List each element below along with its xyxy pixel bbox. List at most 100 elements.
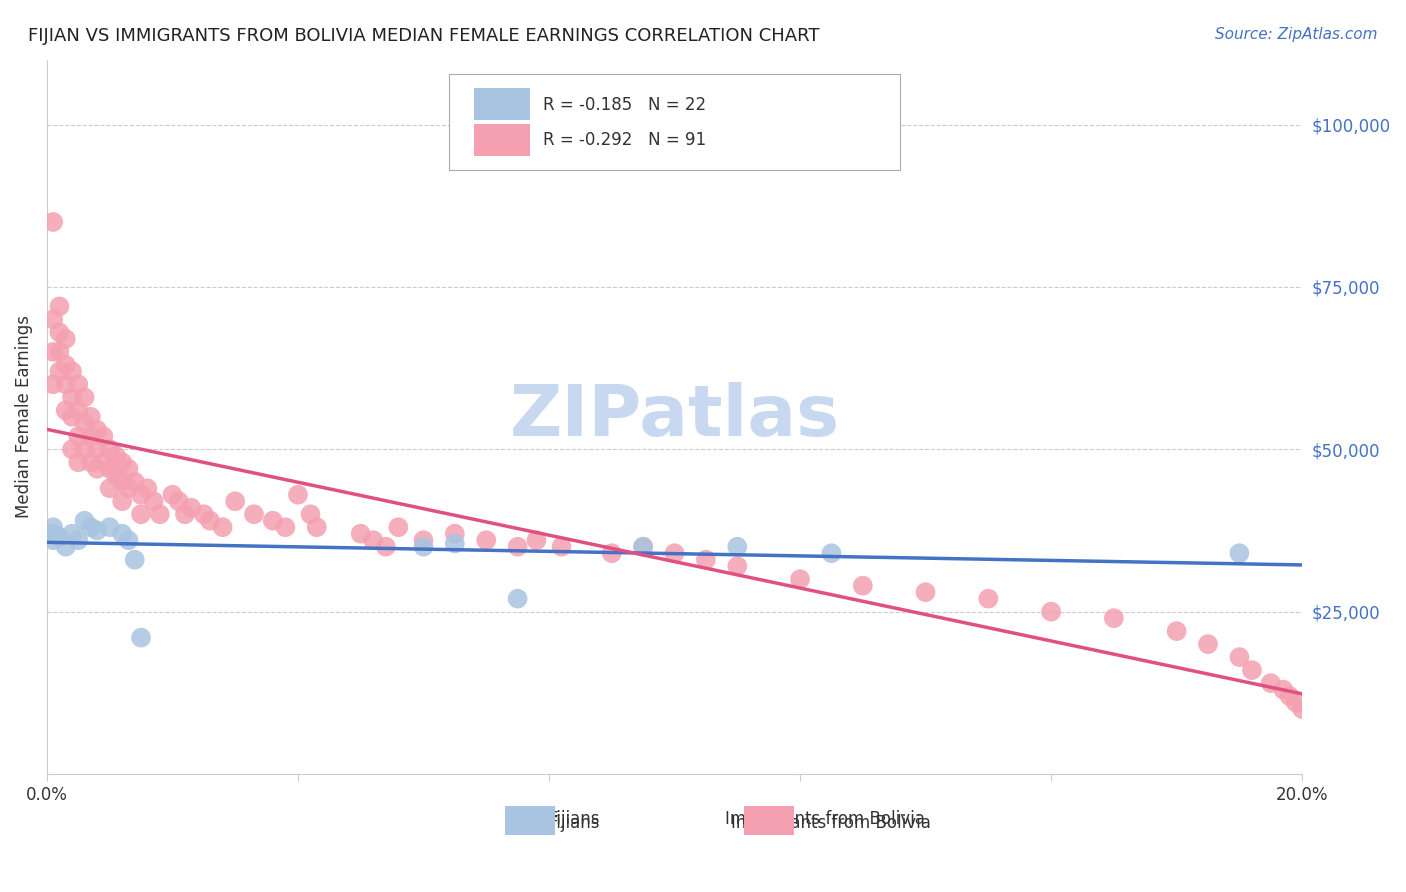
Immigrants from Bolivia bbox=[350, 526, 373, 541]
Immigrants from Bolivia bbox=[42, 215, 65, 229]
Immigrants from Bolivia bbox=[149, 507, 172, 521]
Fijians bbox=[444, 536, 467, 550]
Immigrants from Bolivia bbox=[73, 390, 96, 404]
Immigrants from Bolivia bbox=[1102, 611, 1125, 625]
Immigrants from Bolivia bbox=[193, 507, 215, 521]
Immigrants from Bolivia bbox=[1229, 650, 1251, 665]
Fijians bbox=[111, 526, 134, 541]
Immigrants from Bolivia bbox=[60, 442, 83, 457]
Fijians bbox=[42, 520, 65, 534]
Fijians bbox=[117, 533, 139, 548]
Text: Immigrants from Bolivia: Immigrants from Bolivia bbox=[731, 814, 931, 831]
Immigrants from Bolivia bbox=[664, 546, 686, 560]
Immigrants from Bolivia bbox=[42, 344, 65, 359]
Text: FIJIAN VS IMMIGRANTS FROM BOLIVIA MEDIAN FEMALE EARNINGS CORRELATION CHART: FIJIAN VS IMMIGRANTS FROM BOLIVIA MEDIAN… bbox=[28, 27, 820, 45]
Immigrants from Bolivia bbox=[93, 429, 115, 443]
Immigrants from Bolivia bbox=[48, 364, 70, 378]
Immigrants from Bolivia bbox=[243, 507, 266, 521]
Immigrants from Bolivia bbox=[60, 409, 83, 424]
Immigrants from Bolivia bbox=[55, 403, 77, 417]
Immigrants from Bolivia bbox=[48, 344, 70, 359]
Immigrants from Bolivia bbox=[361, 533, 384, 548]
Immigrants from Bolivia bbox=[224, 494, 246, 508]
Immigrants from Bolivia bbox=[117, 462, 139, 476]
Immigrants from Bolivia bbox=[111, 475, 134, 489]
Immigrants from Bolivia bbox=[80, 429, 103, 443]
Text: R = -0.185   N = 22: R = -0.185 N = 22 bbox=[543, 95, 706, 113]
Immigrants from Bolivia bbox=[412, 533, 434, 548]
Immigrants from Bolivia bbox=[111, 494, 134, 508]
Text: Fijians: Fijians bbox=[548, 814, 600, 831]
Immigrants from Bolivia bbox=[1166, 624, 1188, 639]
Fijians bbox=[631, 540, 654, 554]
Immigrants from Bolivia bbox=[174, 507, 197, 521]
Immigrants from Bolivia bbox=[48, 299, 70, 313]
Fijians bbox=[42, 526, 65, 541]
Immigrants from Bolivia bbox=[1260, 676, 1282, 690]
Fijians bbox=[42, 533, 65, 548]
Immigrants from Bolivia bbox=[124, 475, 146, 489]
FancyBboxPatch shape bbox=[474, 88, 530, 120]
Immigrants from Bolivia bbox=[695, 552, 717, 566]
Fijians bbox=[129, 631, 152, 645]
Immigrants from Bolivia bbox=[600, 546, 623, 560]
Immigrants from Bolivia bbox=[86, 423, 108, 437]
Immigrants from Bolivia bbox=[42, 312, 65, 326]
Immigrants from Bolivia bbox=[67, 455, 90, 469]
Text: Immigrants from Bolivia: Immigrants from Bolivia bbox=[725, 810, 925, 828]
Immigrants from Bolivia bbox=[299, 507, 322, 521]
Fijians bbox=[86, 524, 108, 538]
Immigrants from Bolivia bbox=[67, 377, 90, 392]
Immigrants from Bolivia bbox=[387, 520, 409, 534]
FancyBboxPatch shape bbox=[505, 806, 555, 835]
Immigrants from Bolivia bbox=[444, 526, 467, 541]
Immigrants from Bolivia bbox=[631, 540, 654, 554]
Immigrants from Bolivia bbox=[67, 429, 90, 443]
Fijians bbox=[67, 533, 90, 548]
Fijians bbox=[98, 520, 121, 534]
Immigrants from Bolivia bbox=[55, 332, 77, 346]
Immigrants from Bolivia bbox=[180, 500, 202, 515]
Fijians bbox=[55, 540, 77, 554]
Immigrants from Bolivia bbox=[274, 520, 297, 534]
FancyBboxPatch shape bbox=[474, 124, 530, 156]
Fijians bbox=[820, 546, 842, 560]
Immigrants from Bolivia bbox=[98, 481, 121, 495]
Immigrants from Bolivia bbox=[1291, 702, 1313, 716]
Immigrants from Bolivia bbox=[550, 540, 572, 554]
Immigrants from Bolivia bbox=[305, 520, 328, 534]
Immigrants from Bolivia bbox=[111, 455, 134, 469]
Immigrants from Bolivia bbox=[67, 403, 90, 417]
Immigrants from Bolivia bbox=[104, 468, 127, 483]
Immigrants from Bolivia bbox=[789, 572, 811, 586]
Immigrants from Bolivia bbox=[198, 514, 221, 528]
Immigrants from Bolivia bbox=[98, 462, 121, 476]
Immigrants from Bolivia bbox=[475, 533, 498, 548]
Immigrants from Bolivia bbox=[162, 488, 184, 502]
Immigrants from Bolivia bbox=[287, 488, 309, 502]
Immigrants from Bolivia bbox=[1278, 689, 1301, 703]
Fijians bbox=[73, 514, 96, 528]
FancyBboxPatch shape bbox=[744, 806, 794, 835]
Text: Source: ZipAtlas.com: Source: ZipAtlas.com bbox=[1215, 27, 1378, 42]
Immigrants from Bolivia bbox=[93, 455, 115, 469]
Immigrants from Bolivia bbox=[1285, 696, 1308, 710]
Immigrants from Bolivia bbox=[136, 481, 159, 495]
Immigrants from Bolivia bbox=[374, 540, 396, 554]
Fijians bbox=[124, 552, 146, 566]
Fijians bbox=[1229, 546, 1251, 560]
Immigrants from Bolivia bbox=[55, 358, 77, 372]
Immigrants from Bolivia bbox=[1240, 663, 1263, 677]
FancyBboxPatch shape bbox=[449, 74, 900, 170]
Immigrants from Bolivia bbox=[48, 326, 70, 340]
Immigrants from Bolivia bbox=[73, 442, 96, 457]
Immigrants from Bolivia bbox=[1197, 637, 1219, 651]
Immigrants from Bolivia bbox=[117, 481, 139, 495]
Immigrants from Bolivia bbox=[86, 442, 108, 457]
Immigrants from Bolivia bbox=[852, 579, 875, 593]
Text: R = -0.292   N = 91: R = -0.292 N = 91 bbox=[543, 131, 706, 149]
Immigrants from Bolivia bbox=[526, 533, 548, 548]
Immigrants from Bolivia bbox=[914, 585, 936, 599]
Immigrants from Bolivia bbox=[80, 409, 103, 424]
Immigrants from Bolivia bbox=[1272, 682, 1295, 697]
